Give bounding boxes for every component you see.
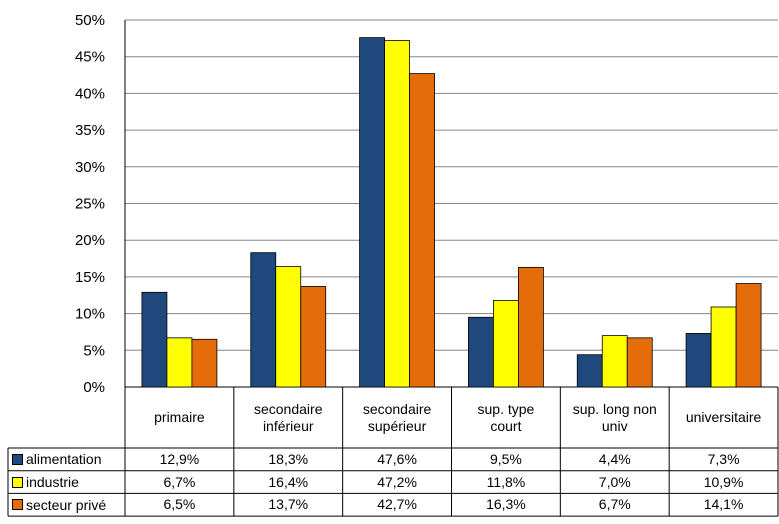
bar <box>359 37 385 388</box>
y-tick-label: 40% <box>75 85 105 102</box>
legend-label: industrie <box>26 474 79 491</box>
category-label: secondaire supérieur <box>362 400 432 434</box>
bar <box>518 266 544 388</box>
bar <box>468 316 494 388</box>
data-table-cell: 7,3% <box>707 451 740 467</box>
y-tick-label: 45% <box>75 49 105 66</box>
y-tick-label: 30% <box>75 159 105 176</box>
legend-entry: industrie <box>9 471 124 494</box>
legend-entry: alimentation <box>9 448 124 471</box>
y-tick-label: 5% <box>83 342 105 359</box>
gridlines <box>124 19 778 388</box>
legend-swatch <box>12 453 23 465</box>
data-table-cell: 18,3% <box>268 451 309 467</box>
data-table-cell: 4,4% <box>598 451 631 467</box>
bar <box>300 286 327 388</box>
data-table-cell: 13,7% <box>268 496 309 513</box>
bar <box>576 354 603 388</box>
y-tick-label: 15% <box>75 269 105 286</box>
category-label: primaire <box>154 409 205 425</box>
bar <box>250 252 277 388</box>
bar <box>384 40 410 388</box>
legend-label: secteur privé <box>26 496 107 513</box>
bars <box>141 37 762 388</box>
bar <box>601 335 628 388</box>
category-label: sup. type court <box>477 400 535 434</box>
category-label: sup. long non univ <box>572 400 657 434</box>
bar <box>626 337 653 388</box>
bar <box>191 338 218 388</box>
data-table-cell: 9,5% <box>489 451 522 467</box>
y-tick-label: 20% <box>75 232 105 249</box>
data-table-cell: 7,0% <box>598 473 631 490</box>
bar <box>166 337 193 388</box>
y-tick-label: 35% <box>75 122 105 139</box>
y-tick-label: 25% <box>75 196 105 213</box>
bar <box>735 283 762 388</box>
y-axis-ticks: 0% 5% 10% 15% 20% 25% 30% 35% 40% 45% 50% <box>75 12 105 396</box>
y-tick-label: 0% <box>83 379 105 396</box>
legend-label: alimentation <box>26 451 102 468</box>
bar <box>685 333 712 388</box>
legend-entry: secteur privé <box>9 493 124 516</box>
data-table-cell: 10,9% <box>703 473 744 490</box>
y-tick-label: 50% <box>75 12 105 29</box>
data-table-lines <box>7 387 779 517</box>
data-table-cell: 12,9% <box>159 451 200 467</box>
data-table-cell: 16,4% <box>268 473 309 490</box>
data-table-cell: 6,5% <box>163 496 196 513</box>
data-table-cell: 47,6% <box>377 451 417 467</box>
bar <box>493 299 519 388</box>
data-table-cell: 6,7% <box>163 473 196 490</box>
data-table-cell: 42,7% <box>377 496 417 513</box>
bar <box>710 306 737 388</box>
data-table-cell: 16,3% <box>486 496 526 513</box>
data-table-cell: 6,7% <box>598 496 631 513</box>
y-tick-label: 10% <box>75 306 105 323</box>
category-label: secondaire inférieur <box>253 400 323 434</box>
bar <box>141 291 168 388</box>
category-label: universitaire <box>685 409 762 425</box>
bar <box>409 73 435 388</box>
legend-swatch <box>12 499 23 511</box>
data-table-cell: 11,8% <box>486 473 526 490</box>
legend-swatch <box>12 476 23 488</box>
bar <box>275 266 302 388</box>
data-table-cell: 14,1% <box>703 496 744 513</box>
data-table-cell: 47,2% <box>377 473 417 490</box>
